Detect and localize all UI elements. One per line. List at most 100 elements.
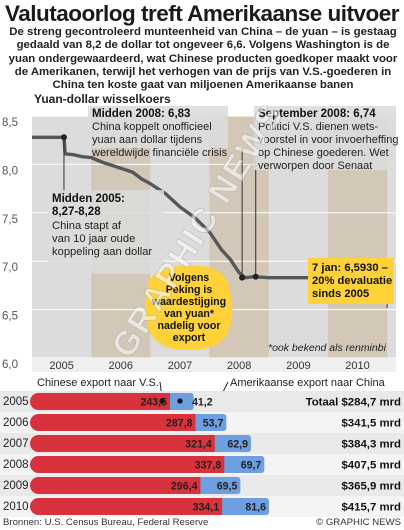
annotation-text: waardestijging: [151, 296, 226, 308]
annotation-point: [239, 274, 246, 281]
annotation-text: Peking is: [166, 284, 213, 296]
x-tick-label: 2006: [109, 360, 133, 372]
bar-join: [214, 498, 223, 515]
bar-total-label: $407,5 mrd: [341, 460, 401, 472]
sources-text: Bronnen: U.S. Census Bureau, Federal Res…: [3, 517, 208, 528]
bar-value-label: 53,7: [203, 418, 224, 430]
legend-label: Chinese export naar V.S.: [37, 377, 159, 389]
bar-value-label: 62,9: [227, 439, 248, 451]
bar-china-export: [30, 393, 171, 410]
annotation-text: verworpen door Senaat: [258, 160, 372, 172]
bar-join: [206, 435, 215, 452]
y-tick-label: 6,5: [2, 311, 18, 323]
page-title: Valutaoorlog treft Amerikaanse uitvoer: [4, 1, 400, 26]
annotation-text: export: [173, 332, 206, 344]
annotation-bg: [88, 106, 228, 148]
bar-us-export: [216, 456, 265, 473]
bar-category-label: 2007: [3, 438, 29, 450]
year-strip: [32, 358, 396, 372]
annotation-heading: Midden 2005:: [52, 193, 125, 205]
bar-china-export: [30, 414, 196, 431]
bar-row: 2006 287,8 53,7 $341,5 mrd: [0, 412, 404, 433]
x-tick-label: 2007: [168, 360, 192, 372]
bar-value-label: 321,4: [185, 439, 212, 451]
bar-value-label: 69,7: [241, 460, 262, 472]
annotation-text: koppeling aan dollar: [52, 246, 152, 258]
bar-china-export: [30, 477, 201, 494]
page-subtitle: De streng gecontroleerd munteenheid van …: [8, 26, 398, 92]
annotation-bg: [254, 106, 396, 170]
annotation-bg: [48, 190, 164, 274]
annotation-text: 20% devaluatie: [312, 275, 392, 287]
bar-value-label: 337,8: [195, 460, 222, 472]
footer: Bronnen: U.S. Census Bureau, Federal Res…: [3, 517, 401, 528]
bar-value-label: 81,6: [245, 502, 266, 514]
bar-total-label: Totaal $284,7 mrd: [306, 397, 401, 409]
y-tick-label: 6,0: [2, 359, 18, 371]
bar-total-label: $365,9 mrd: [341, 481, 401, 493]
bar-china-export: [30, 456, 225, 473]
bar-join: [216, 456, 225, 473]
annotation-text: yuan aan dollar tijdens: [92, 134, 203, 146]
bar-value-label: 334,1: [193, 502, 220, 514]
annotation-text: van 10 jaar oude: [52, 233, 135, 245]
bar-total-label: $384,3 mrd: [341, 439, 401, 451]
x-tick-label: 2008: [227, 360, 251, 372]
bar-value-label: 41,2: [192, 397, 213, 409]
annotation-text: voorstel in voor invoerheffing: [258, 134, 398, 146]
bar-category-label: 2008: [3, 459, 29, 471]
bar-total-label: $415,7 mrd: [341, 502, 401, 514]
annotation-heading: 8,27-8,28: [52, 206, 101, 218]
bar-row: 2008 337,8 69,7 $407,5 mrd: [0, 454, 404, 475]
x-tick-label: 2009: [286, 360, 310, 372]
line-chart-title: Yuan-dollar wisselkoers: [34, 92, 171, 106]
bar-row: 2010 334,1 81,6 $415,7 mrd: [0, 496, 404, 517]
bar-category-label: 2006: [3, 417, 29, 429]
bar-total-label: $341,5 mrd: [341, 418, 401, 430]
annotation-text: wereldwijde financiële crisis: [91, 147, 228, 159]
y-tick-label: 7,5: [2, 214, 18, 226]
bar-value-label: 69,5: [217, 481, 238, 493]
bar-row: 2007 321,4 62,9 $384,3 mrd: [0, 433, 404, 454]
bar-china-export: [30, 435, 215, 452]
annotation-point: [60, 134, 67, 141]
bar-value-label: 296,4: [171, 481, 198, 493]
annotation-text: Politici V.S. dienen wets-: [258, 121, 378, 133]
annotation-box: [308, 258, 394, 304]
annotation-point: [252, 273, 259, 280]
x-tick-label: 2010: [345, 360, 369, 372]
credit-text: © GRAPHIC NEWS: [316, 517, 401, 528]
annotation-bubble: [145, 265, 233, 351]
annotation-text: 7 jan: 6,5930 –: [312, 262, 388, 274]
bar-us-export: [214, 498, 270, 515]
x-tick-label: 2005: [49, 360, 73, 372]
line-chart: 8,5 8,0 7,5 7,0 6,5 6,0 Yuan-dollar wisselkoer…: [2, 92, 398, 372]
bar-us-export: [187, 414, 227, 431]
annotation-text: Volgens: [169, 272, 210, 284]
annotation-text: China stapt af: [52, 220, 122, 232]
legend-dot: [177, 398, 183, 404]
bar-row: 2009 296,4 69,5 $365,9 mrd: [0, 475, 404, 496]
bar-chart: Chinese export naar V.S. Amerikaanse expo…: [0, 377, 404, 517]
bar-category-label: 2010: [3, 501, 29, 513]
annotation-text: China koppelt onofficieel: [92, 121, 212, 133]
bar-join: [192, 477, 201, 494]
bar-value-label: 287,8: [166, 418, 193, 430]
bar-us-export: [206, 435, 251, 452]
bar-us-export: [192, 477, 241, 494]
bar-join: [162, 393, 171, 410]
bar-category-label: 2009: [3, 480, 29, 492]
annotation-text: op Chinese goederen. Wet: [258, 147, 389, 159]
y-tick-label: 8,5: [2, 117, 18, 129]
legend-dot: [159, 398, 165, 404]
bar-china-export: [30, 498, 223, 515]
annotation-heading: Midden 2008: 6,83: [92, 108, 190, 120]
y-tick-label: 8,0: [2, 165, 18, 177]
legend-label: Amerikaanse export naar China: [230, 377, 386, 389]
annotation-text: van yuan*: [164, 308, 215, 320]
bar-row: 2005 243,5 41,2 Totaal $284,7 mrd: [0, 391, 404, 412]
annotation-heading: September 2008: 6,74: [258, 108, 376, 120]
bar-category-label: 2005: [3, 396, 29, 408]
